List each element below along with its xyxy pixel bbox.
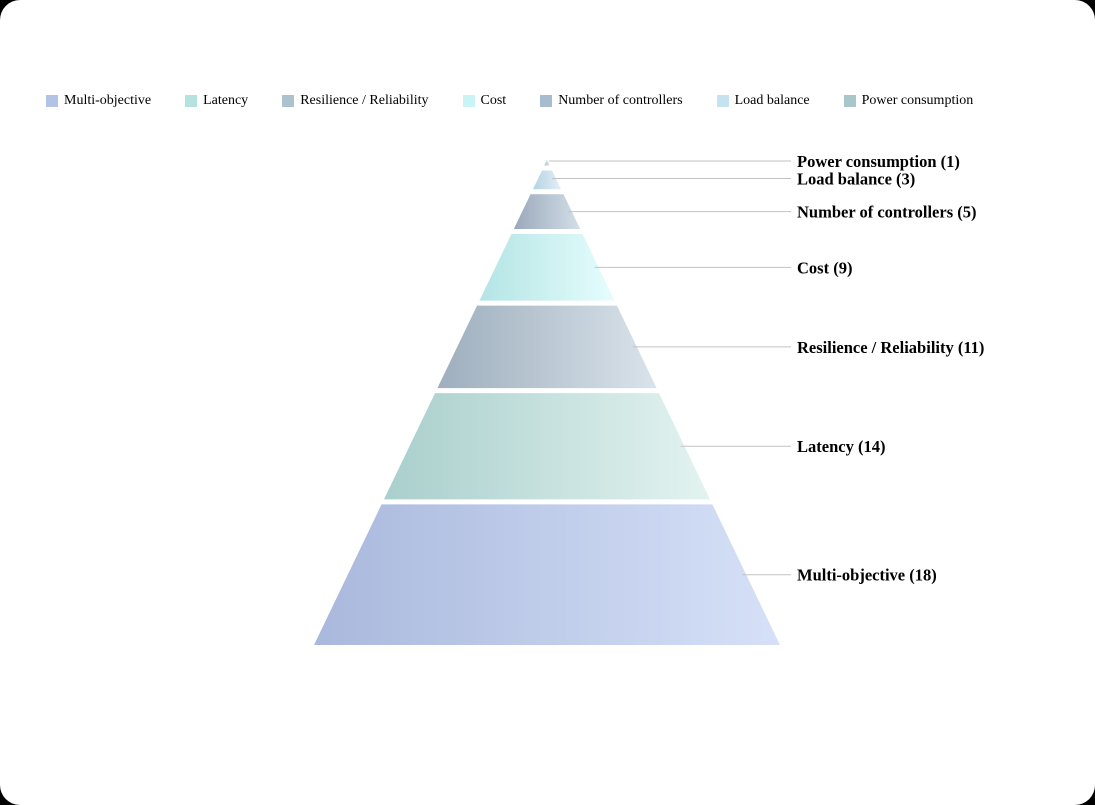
pyramid-layer-multi-objective <box>314 504 780 645</box>
legend-swatch <box>716 95 729 107</box>
data-label-resilience-reliability: Resilience / Reliability (11) <box>797 338 984 357</box>
pyramid-layer-load-balance <box>532 170 562 190</box>
legend-label: Power consumption <box>861 93 974 108</box>
data-label-multi-objective: Multi-objective (18) <box>797 566 937 585</box>
legend-item-resilience-reliability: Resilience / Reliability <box>282 93 429 109</box>
leader-lines <box>549 160 791 576</box>
data-label-cost: Cost (9) <box>797 258 852 277</box>
legend-label: Load balance <box>734 93 810 108</box>
pyramid-layer-resilience-reliability <box>437 305 657 389</box>
pyramid-layer-latency <box>383 393 711 500</box>
pyramid-layers <box>314 160 780 645</box>
data-labels: Power consumption (1)Load balance (3) Num… <box>797 152 984 585</box>
data-label-power-consumption: Power consumption (1) <box>797 152 960 171</box>
legend-swatch <box>185 95 198 107</box>
data-label-latency: Latency (14) <box>797 437 885 456</box>
data-label-load-balance: Load balance (3) <box>797 169 915 188</box>
legend-swatch <box>462 95 475 107</box>
legend-label: Latency <box>203 93 249 108</box>
pyramid-layer-power-consumption <box>544 160 550 166</box>
legend-item-number-of-controllers: Number of controllers <box>540 93 683 109</box>
legend-item-latency: Latency <box>185 93 248 109</box>
legend-swatch <box>843 95 856 107</box>
pyramid-layer-number-of-controllers <box>513 194 581 230</box>
data-label-number-of-controllers: Number of controllers (5) <box>797 203 976 222</box>
legend-item-power-consumption: Power consumption <box>843 93 974 109</box>
legend-label: Multi-objective <box>64 93 152 108</box>
legend-label: Number of controllers <box>558 93 683 108</box>
legend-swatch <box>282 95 295 107</box>
legend-swatch <box>46 95 58 107</box>
legend-label: Cost <box>480 93 507 108</box>
legend-swatch <box>540 95 553 107</box>
legend-item-cost: Cost <box>462 93 507 109</box>
pyramid-layer-cost <box>479 234 615 301</box>
legend-item-load-balance: Load balance <box>716 93 810 109</box>
legend: Multi-objective Latency Resilience / Relia… <box>46 93 973 109</box>
legend-label: Resilience / Reliability <box>300 93 429 108</box>
legend-item-multi-objective: Multi-objective <box>46 93 151 109</box>
